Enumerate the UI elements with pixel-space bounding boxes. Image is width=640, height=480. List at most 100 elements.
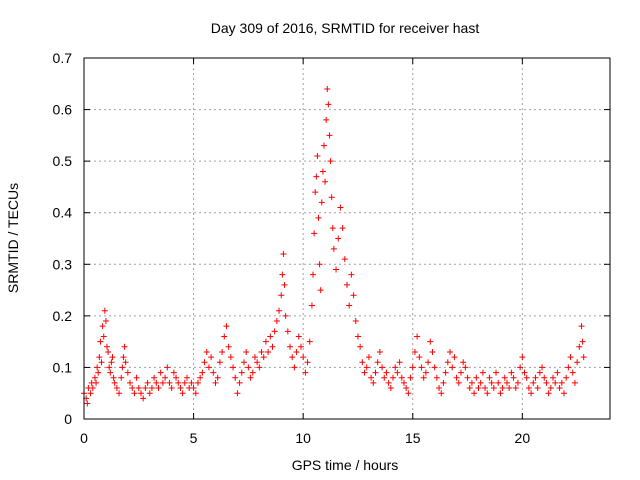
data-point: [262, 338, 269, 345]
data-point: [567, 354, 574, 361]
data-points: [81, 85, 587, 407]
data-point: [346, 302, 353, 309]
data-point: [295, 333, 302, 340]
x-axis-label: GPS time / hours: [292, 457, 399, 473]
data-point: [508, 369, 515, 376]
data-point: [256, 364, 263, 371]
data-point: [197, 374, 204, 381]
data-point: [227, 354, 234, 361]
data-point: [528, 390, 535, 397]
data-point: [269, 343, 276, 350]
data-point: [316, 261, 323, 268]
data-point: [238, 369, 245, 376]
data-point: [374, 359, 381, 366]
data-point: [574, 359, 581, 366]
data-point: [422, 369, 429, 376]
data-point: [118, 374, 125, 381]
data-point: [569, 369, 576, 376]
data-point: [525, 385, 532, 392]
data-point: [104, 343, 111, 350]
data-point: [550, 374, 557, 381]
data-point: [387, 385, 394, 392]
data-point: [506, 385, 513, 392]
x-tick-label: 10: [295, 430, 311, 446]
data-point: [579, 338, 586, 345]
data-point: [319, 168, 326, 175]
data-point: [280, 250, 287, 257]
data-point: [144, 379, 151, 386]
data-point: [102, 318, 109, 325]
data-point: [89, 385, 96, 392]
data-point: [133, 374, 140, 381]
data-point: [325, 101, 332, 108]
data-point: [541, 374, 548, 381]
data-point: [444, 359, 451, 366]
data-point: [370, 379, 377, 386]
data-point: [278, 292, 285, 299]
data-point: [159, 379, 166, 386]
data-point: [162, 374, 169, 381]
data-point: [260, 354, 267, 361]
data-point: [493, 369, 500, 376]
data-point: [462, 364, 469, 371]
data-point: [473, 374, 480, 381]
data-point: [403, 385, 410, 392]
data-point: [234, 390, 241, 397]
data-point: [361, 369, 368, 376]
data-point: [350, 292, 357, 299]
data-point: [558, 379, 565, 386]
data-point: [381, 374, 388, 381]
data-point: [326, 132, 333, 139]
data-point: [116, 390, 123, 397]
data-point: [330, 245, 337, 252]
y-tick-label: 0.5: [53, 153, 73, 169]
data-point: [352, 318, 359, 325]
data-point: [532, 374, 539, 381]
data-point: [447, 348, 454, 355]
data-point: [249, 369, 256, 376]
data-point: [414, 333, 421, 340]
data-point: [273, 318, 280, 325]
data-point: [313, 173, 320, 180]
data-point: [310, 271, 317, 278]
data-point: [379, 364, 386, 371]
data-point: [376, 348, 383, 355]
data-point: [530, 379, 537, 386]
data-point: [94, 364, 101, 371]
data-point: [166, 379, 173, 386]
data-point: [442, 369, 449, 376]
data-point: [184, 374, 191, 381]
x-tick-label: 20: [515, 430, 531, 446]
data-point: [177, 385, 184, 392]
data-point: [124, 369, 131, 376]
data-point: [164, 364, 171, 371]
data-point: [429, 348, 436, 355]
data-point: [121, 343, 128, 350]
data-point: [556, 385, 563, 392]
data-point: [333, 266, 340, 273]
data-point: [398, 374, 405, 381]
data-point: [337, 204, 344, 211]
data-point: [284, 328, 291, 335]
data-point: [129, 385, 136, 392]
data-point: [87, 390, 94, 397]
data-point: [440, 379, 447, 386]
data-point: [281, 281, 288, 288]
data-point: [482, 385, 489, 392]
data-point: [543, 379, 550, 386]
data-point: [293, 348, 300, 355]
data-point: [344, 281, 350, 288]
data-point: [521, 369, 528, 376]
data-point: [457, 369, 464, 376]
data-point: [113, 385, 120, 392]
data-point: [501, 374, 508, 381]
data-point: [151, 374, 158, 381]
data-point: [554, 369, 561, 376]
data-point: [409, 364, 416, 371]
data-point: [503, 379, 510, 386]
data-point: [201, 359, 208, 366]
data-point: [449, 364, 456, 371]
data-point: [479, 369, 486, 376]
y-tick-label: 0.2: [53, 308, 73, 324]
data-point: [170, 369, 177, 376]
